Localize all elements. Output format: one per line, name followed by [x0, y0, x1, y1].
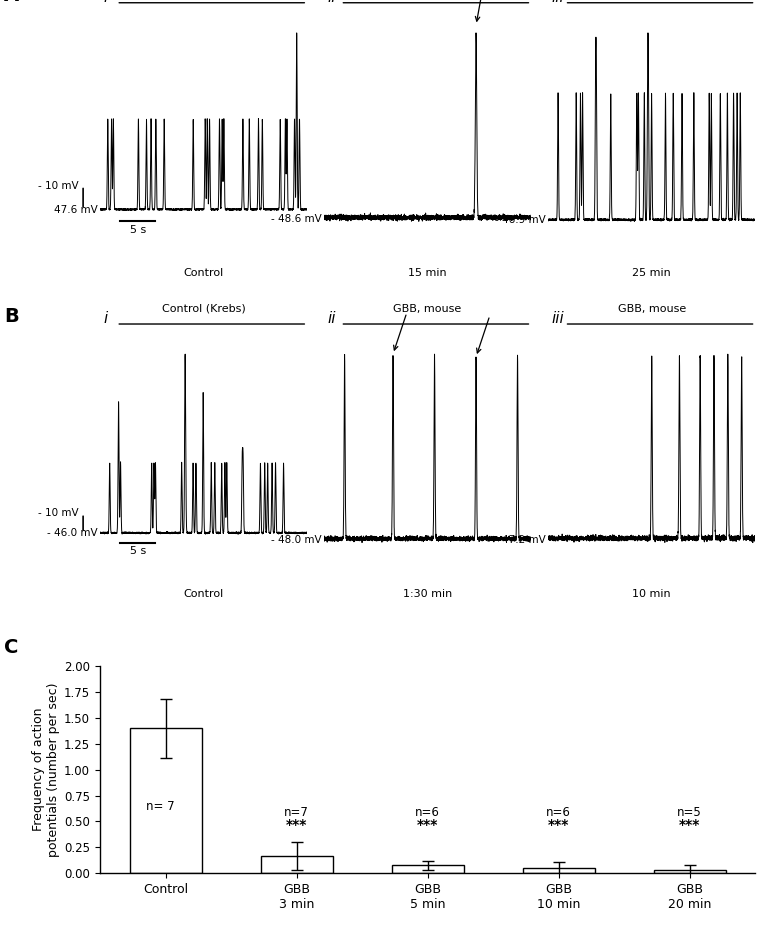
Bar [261, 856, 333, 873]
Text: 15 min: 15 min [408, 268, 447, 278]
Text: Control (Krebs): Control (Krebs) [162, 303, 245, 314]
Text: iii: iii [551, 311, 565, 326]
Text: - 46.9 mV: - 46.9 mV [495, 215, 546, 225]
Text: n=6: n=6 [415, 807, 440, 820]
Text: - 46.0 mV: - 46.0 mV [47, 529, 97, 538]
Text: n=6: n=6 [546, 807, 571, 820]
Text: iii: iii [551, 0, 565, 5]
Bar [392, 866, 463, 873]
Text: A: A [4, 0, 19, 5]
Text: C: C [4, 638, 18, 656]
Text: Control: Control [183, 590, 224, 599]
Bar [130, 728, 202, 873]
Text: ii: ii [328, 0, 336, 5]
Text: ***: *** [548, 818, 569, 832]
Text: 1:30 min: 1:30 min [403, 590, 453, 599]
Text: GBB, mouse: GBB, mouse [617, 303, 686, 314]
Text: n=5: n=5 [677, 807, 702, 820]
Text: ***: *** [679, 818, 700, 832]
Text: - 10 mV: - 10 mV [38, 180, 79, 191]
Text: - 47.2 mV: - 47.2 mV [495, 534, 546, 545]
Text: ***: *** [286, 818, 308, 832]
Text: n=7: n=7 [284, 807, 309, 820]
Y-axis label: Frequency of action
potentials (number per sec): Frequency of action potentials (number p… [31, 683, 60, 857]
Text: - 48.6 mV: - 48.6 mV [271, 214, 322, 224]
Text: - 48.0 mV: - 48.0 mV [272, 535, 322, 545]
Bar [653, 870, 726, 873]
Bar [522, 869, 594, 873]
Text: n= 7: n= 7 [146, 800, 175, 813]
Text: 25 min: 25 min [632, 268, 671, 278]
Text: - 10 mV: - 10 mV [38, 508, 79, 518]
Text: ii: ii [328, 311, 336, 326]
Text: ***: *** [417, 818, 438, 832]
Text: 5 s: 5 s [130, 546, 146, 556]
Text: 5 s: 5 s [130, 225, 146, 235]
Text: 47.6 mV: 47.6 mV [54, 205, 97, 215]
Text: i: i [104, 0, 108, 5]
Text: i: i [104, 311, 108, 326]
Text: 10 min: 10 min [633, 590, 671, 599]
Text: Control: Control [183, 268, 224, 278]
Text: B: B [4, 307, 18, 326]
Text: GBB, mouse: GBB, mouse [393, 303, 462, 314]
